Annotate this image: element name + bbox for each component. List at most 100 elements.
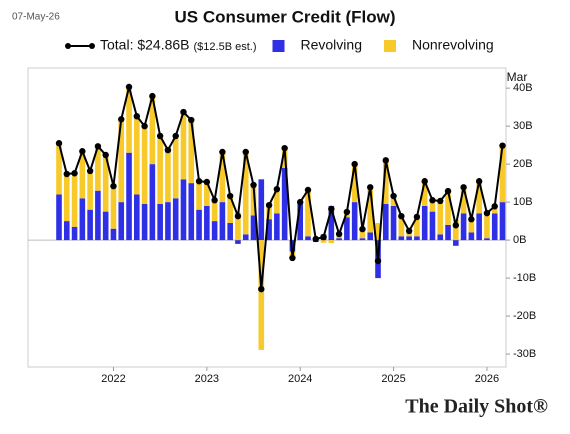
bar bbox=[351, 164, 358, 203]
bar bbox=[305, 189, 311, 237]
line-point bbox=[367, 184, 374, 191]
bar bbox=[468, 219, 475, 233]
bar bbox=[219, 151, 226, 203]
bar bbox=[250, 215, 257, 241]
y-tick-label: 0B bbox=[513, 234, 526, 246]
line-point bbox=[444, 187, 452, 195]
y-tick-label: 40B bbox=[513, 82, 533, 94]
line-point bbox=[320, 233, 327, 241]
bar bbox=[421, 181, 428, 206]
bar bbox=[157, 136, 163, 205]
line-point bbox=[86, 167, 94, 175]
bar bbox=[87, 209, 93, 241]
bar bbox=[375, 223, 381, 241]
line-point bbox=[102, 151, 109, 159]
line-point bbox=[188, 116, 195, 124]
bar bbox=[460, 213, 467, 241]
line-point bbox=[265, 201, 273, 209]
bar bbox=[196, 181, 202, 210]
bar bbox=[110, 186, 117, 229]
line-point bbox=[211, 197, 218, 204]
line-point bbox=[94, 143, 102, 150]
bar bbox=[180, 179, 187, 241]
bar bbox=[134, 194, 140, 241]
bar bbox=[453, 240, 459, 246]
line-point bbox=[242, 148, 249, 156]
line-point bbox=[71, 170, 78, 177]
bar bbox=[476, 181, 482, 214]
bar bbox=[274, 213, 280, 241]
legend-swatch bbox=[272, 40, 285, 52]
line-point bbox=[499, 142, 506, 149]
bar bbox=[305, 236, 311, 241]
line-point bbox=[304, 186, 312, 194]
legend-label: Total: $24.86B bbox=[100, 37, 190, 53]
bar bbox=[437, 200, 444, 235]
bar bbox=[95, 190, 101, 241]
bar bbox=[274, 189, 280, 214]
line-point bbox=[203, 178, 211, 186]
bar bbox=[211, 200, 218, 222]
line-point bbox=[110, 182, 117, 190]
bar bbox=[445, 191, 451, 225]
line-point bbox=[351, 160, 358, 168]
line-point bbox=[234, 212, 242, 220]
x-tick-label: 2026 bbox=[475, 373, 499, 385]
plot-frame bbox=[27, 67, 507, 368]
line-point bbox=[219, 148, 226, 156]
bar bbox=[204, 205, 210, 241]
line-point bbox=[156, 132, 164, 140]
bar bbox=[95, 146, 101, 191]
legend-label: Revolving bbox=[301, 37, 362, 53]
bar bbox=[328, 205, 335, 241]
bar bbox=[79, 151, 86, 199]
line bbox=[58, 86, 504, 290]
bar bbox=[250, 185, 257, 216]
line-point bbox=[195, 178, 203, 185]
line-point bbox=[452, 222, 460, 229]
bar bbox=[367, 187, 374, 233]
bar bbox=[56, 143, 62, 195]
bar bbox=[344, 217, 350, 241]
bar bbox=[398, 236, 405, 241]
line-point bbox=[133, 113, 141, 120]
y-tick-label: -30B bbox=[513, 348, 536, 360]
bar bbox=[188, 183, 195, 241]
bar bbox=[445, 224, 451, 241]
line-point bbox=[273, 185, 281, 193]
bar bbox=[468, 232, 475, 241]
bar bbox=[180, 112, 187, 180]
bar bbox=[398, 216, 405, 237]
line-point bbox=[382, 157, 389, 164]
legend-note: ($12.5B est.) bbox=[194, 41, 257, 53]
line-point bbox=[172, 132, 179, 140]
source: The Daily Shot® bbox=[405, 396, 548, 418]
legend-dot bbox=[65, 43, 71, 49]
bar bbox=[87, 170, 93, 210]
bar bbox=[382, 204, 389, 241]
y-tick-label: -20B bbox=[513, 310, 536, 322]
bar bbox=[453, 219, 459, 241]
x-tick-label: 2023 bbox=[195, 373, 219, 385]
y-tick-label: -10B bbox=[513, 272, 536, 284]
y-tick-label: 20B bbox=[513, 158, 533, 170]
bar bbox=[79, 198, 86, 241]
legend-swatch bbox=[383, 40, 396, 52]
line-point bbox=[405, 227, 413, 235]
bar bbox=[102, 211, 109, 241]
bar bbox=[491, 206, 498, 214]
bar bbox=[266, 219, 272, 241]
bar bbox=[414, 236, 420, 241]
date-label: 07-May-26 bbox=[12, 12, 60, 23]
bar bbox=[359, 238, 366, 241]
line-point bbox=[125, 83, 133, 91]
bar bbox=[414, 216, 420, 237]
bar bbox=[56, 194, 62, 241]
bar bbox=[390, 205, 397, 241]
line-point bbox=[289, 254, 296, 262]
bar bbox=[71, 226, 78, 241]
bar bbox=[149, 164, 156, 241]
bar bbox=[134, 116, 140, 195]
bar bbox=[118, 119, 125, 203]
